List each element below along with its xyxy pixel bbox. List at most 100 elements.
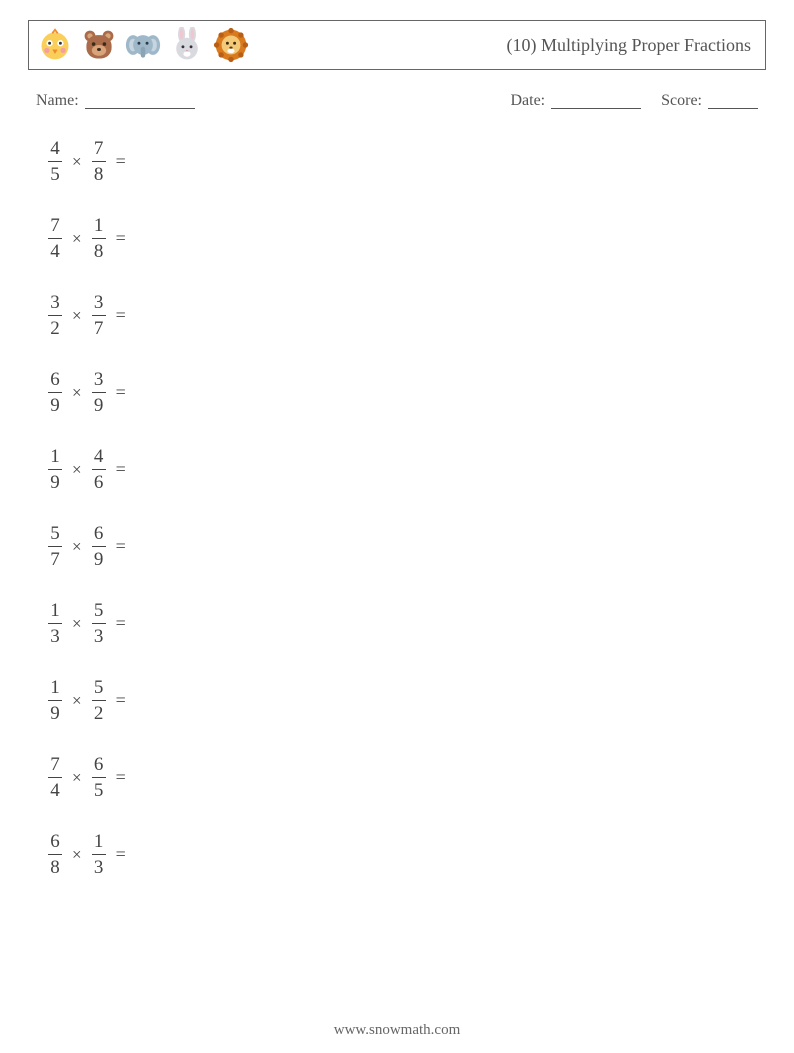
denominator: 7 xyxy=(48,549,62,570)
footer-url: www.snowmath.com xyxy=(0,1022,794,1039)
numerator: 3 xyxy=(92,369,106,390)
problem-row: 19×46= xyxy=(48,446,766,493)
numerator: 4 xyxy=(92,446,106,467)
info-row: Name: Date: Score: xyxy=(28,92,766,110)
denominator: 8 xyxy=(92,241,106,262)
numerator: 6 xyxy=(92,523,106,544)
problem-row: 74×18= xyxy=(48,215,766,262)
fraction-b: 18 xyxy=(92,215,106,262)
equals-sign: = xyxy=(114,382,126,403)
denominator: 4 xyxy=(48,241,62,262)
problem-row: 32×37= xyxy=(48,292,766,339)
denominator: 9 xyxy=(48,703,62,724)
denominator: 6 xyxy=(92,472,106,493)
fraction-a: 19 xyxy=(48,677,62,724)
fraction-b: 69 xyxy=(92,523,106,570)
numerator: 5 xyxy=(92,677,106,698)
problem-row: 74×65= xyxy=(48,754,766,801)
denominator: 3 xyxy=(92,857,106,878)
fraction-a: 74 xyxy=(48,754,62,801)
equals-sign: = xyxy=(114,536,126,557)
fraction-b: 13 xyxy=(92,831,106,878)
denominator: 9 xyxy=(92,395,106,416)
equals-sign: = xyxy=(114,613,126,634)
times-operator: × xyxy=(70,845,84,865)
fraction-b: 39 xyxy=(92,369,106,416)
rabbit-icon xyxy=(169,27,205,63)
animal-icons xyxy=(37,27,249,63)
times-operator: × xyxy=(70,614,84,634)
times-operator: × xyxy=(70,691,84,711)
problem-row: 13×53= xyxy=(48,600,766,647)
fraction-b: 37 xyxy=(92,292,106,339)
times-operator: × xyxy=(70,768,84,788)
chick-icon xyxy=(37,27,73,63)
fraction-a: 19 xyxy=(48,446,62,493)
numerator: 6 xyxy=(48,369,62,390)
equals-sign: = xyxy=(114,767,126,788)
fraction-a: 45 xyxy=(48,138,62,185)
denominator: 2 xyxy=(92,703,106,724)
times-operator: × xyxy=(70,537,84,557)
numerator: 7 xyxy=(48,754,62,775)
equals-sign: = xyxy=(114,459,126,480)
problem-row: 57×69= xyxy=(48,523,766,570)
name-blank[interactable] xyxy=(85,92,195,109)
denominator: 9 xyxy=(48,395,62,416)
times-operator: × xyxy=(70,460,84,480)
problem-row: 45 × 7 8 = xyxy=(48,138,766,185)
fraction-a: 69 xyxy=(48,369,62,416)
fraction-b: 52 xyxy=(92,677,106,724)
score-blank[interactable] xyxy=(708,92,758,109)
numerator: 1 xyxy=(48,677,62,698)
name-label: Name: xyxy=(36,92,79,110)
problem-row: 68×13= xyxy=(48,831,766,878)
numerator: 1 xyxy=(48,600,62,621)
numerator: 3 xyxy=(92,292,106,313)
fraction-a: 13 xyxy=(48,600,62,647)
date-label: Date: xyxy=(510,92,545,110)
bear-icon xyxy=(81,27,117,63)
times-operator: × xyxy=(70,229,84,249)
denominator: 8 xyxy=(92,164,106,185)
problem-row: 69×39= xyxy=(48,369,766,416)
equals-sign: = xyxy=(114,228,126,249)
date-blank[interactable] xyxy=(551,92,641,109)
times-operator: × xyxy=(70,383,84,403)
numerator: 5 xyxy=(48,523,62,544)
denominator: 9 xyxy=(48,472,62,493)
lion-icon xyxy=(213,27,249,63)
equals-sign: = xyxy=(114,305,126,326)
denominator: 5 xyxy=(92,780,106,801)
fraction-a: 74 xyxy=(48,215,62,262)
numerator: 5 xyxy=(92,600,106,621)
denominator: 4 xyxy=(48,780,62,801)
times-operator: × xyxy=(70,152,84,172)
fraction-a: 68 xyxy=(48,831,62,878)
numerator: 6 xyxy=(48,831,62,852)
fraction-b: 46 xyxy=(92,446,106,493)
numerator: 6 xyxy=(92,754,106,775)
denominator: 7 xyxy=(92,318,106,339)
worksheet-header: (10) Multiplying Proper Fractions xyxy=(28,20,766,70)
numerator: 1 xyxy=(92,215,106,236)
numerator: 1 xyxy=(92,831,106,852)
denominator: 5 xyxy=(48,164,62,185)
numerator: 7 xyxy=(92,138,106,159)
equals-sign: = xyxy=(114,690,126,711)
denominator: 8 xyxy=(48,857,62,878)
elephant-icon xyxy=(125,27,161,63)
denominator: 9 xyxy=(92,549,106,570)
denominator: 3 xyxy=(48,626,62,647)
denominator: 3 xyxy=(92,626,106,647)
denominator: 2 xyxy=(48,318,62,339)
equals-sign: = xyxy=(114,151,126,172)
problem-list: 45×78=74×18=32×37=69×39=19×46=57×69=13×5… xyxy=(28,138,766,878)
numerator: 3 xyxy=(48,292,62,313)
problem-row: 19×52= xyxy=(48,677,766,724)
fraction-b: 65 xyxy=(92,754,106,801)
equals-sign: = xyxy=(114,844,126,865)
fraction-a: 57 xyxy=(48,523,62,570)
fraction-a: 32 xyxy=(48,292,62,339)
times-operator: × xyxy=(70,306,84,326)
